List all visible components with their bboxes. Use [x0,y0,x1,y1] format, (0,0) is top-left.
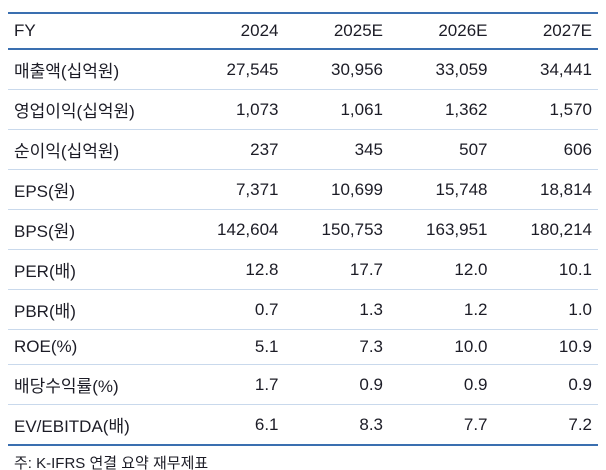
cell-value: 142,604 [180,209,285,250]
cell-value: 163,951 [389,209,494,250]
header-cell-year: 2026E [389,13,494,50]
table-row: BPS(원) 142,604 150,753 163,951 180,214 [8,209,598,250]
table-row: 영업이익(십억원) 1,073 1,061 1,362 1,570 [8,89,598,130]
header-row: FY 2024 2025E 2026E 2027E [8,13,598,50]
row-label: EPS(원) [8,169,180,210]
cell-value: 0.9 [284,364,389,405]
cell-value: 27,545 [180,49,285,90]
table-row: 배당수익률(%) 1.7 0.9 0.9 0.9 [8,364,598,405]
cell-value: 8.3 [284,404,389,446]
cell-value: 12.0 [389,249,494,290]
table-row: 매출액(십억원) 27,545 30,956 33,059 34,441 [8,49,598,90]
cell-value: 1,362 [389,89,494,130]
table-row: EV/EBITDA(배) 6.1 8.3 7.7 7.2 [8,404,598,446]
cell-value: 10.0 [389,329,494,365]
cell-value: 7.3 [284,329,389,365]
header-cell-year: 2024 [180,13,285,50]
cell-value: 0.7 [180,289,285,330]
cell-value: 0.9 [493,364,598,405]
cell-value: 30,956 [284,49,389,90]
cell-value: 237 [180,129,285,170]
row-label: EV/EBITDA(배) [8,404,180,446]
cell-value: 7,371 [180,169,285,210]
table-header: FY 2024 2025E 2026E 2027E [8,13,598,50]
cell-value: 1,073 [180,89,285,130]
financial-summary-table: FY 2024 2025E 2026E 2027E 매출액(십억원) 27,54… [8,12,598,470]
cell-value: 606 [493,129,598,170]
cell-value: 10,699 [284,169,389,210]
table-body: 매출액(십억원) 27,545 30,956 33,059 34,441 영업이… [8,49,598,446]
header-cell-fy: FY [8,13,180,50]
cell-value: 507 [389,129,494,170]
footnote-text: 주: K-IFRS 연결 요약 재무제표 [14,455,209,470]
cell-value: 18,814 [493,169,598,210]
cell-value: 1,061 [284,89,389,130]
row-label: 순이익(십억원) [8,129,180,170]
header-cell-year: 2025E [284,13,389,50]
row-label: ROE(%) [8,329,180,365]
cell-value: 7.7 [389,404,494,446]
cell-value: 6.1 [180,404,285,446]
cell-value: 10.1 [493,249,598,290]
row-label: BPS(원) [8,209,180,250]
row-label: PER(배) [8,249,180,290]
cell-value: 17.7 [284,249,389,290]
table-row: ROE(%) 5.1 7.3 10.0 10.9 [8,329,598,365]
cell-value: 7.2 [493,404,598,446]
footnote-row: 주: K-IFRS 연결 요약 재무제표 [8,445,598,470]
row-label: 배당수익률(%) [8,364,180,405]
table-row: PBR(배) 0.7 1.3 1.2 1.0 [8,289,598,330]
table-row: 순이익(십억원) 237 345 507 606 [8,129,598,170]
cell-value: 1.0 [493,289,598,330]
cell-value: 33,059 [389,49,494,90]
table-row: PER(배) 12.8 17.7 12.0 10.1 [8,249,598,290]
cell-value: 12.8 [180,249,285,290]
cell-value: 150,753 [284,209,389,250]
cell-value: 180,214 [493,209,598,250]
table-footer: 주: K-IFRS 연결 요약 재무제표 [8,445,598,470]
cell-value: 345 [284,129,389,170]
header-cell-year: 2027E [493,13,598,50]
table-row: EPS(원) 7,371 10,699 15,748 18,814 [8,169,598,210]
cell-value: 5.1 [180,329,285,365]
cell-value: 1.2 [389,289,494,330]
cell-value: 34,441 [493,49,598,90]
cell-value: 1.7 [180,364,285,405]
row-label: PBR(배) [8,289,180,330]
cell-value: 15,748 [389,169,494,210]
cell-value: 1,570 [493,89,598,130]
cell-value: 1.3 [284,289,389,330]
row-label: 영업이익(십억원) [8,89,180,130]
row-label: 매출액(십억원) [8,49,180,90]
cell-value: 10.9 [493,329,598,365]
cell-value: 0.9 [389,364,494,405]
